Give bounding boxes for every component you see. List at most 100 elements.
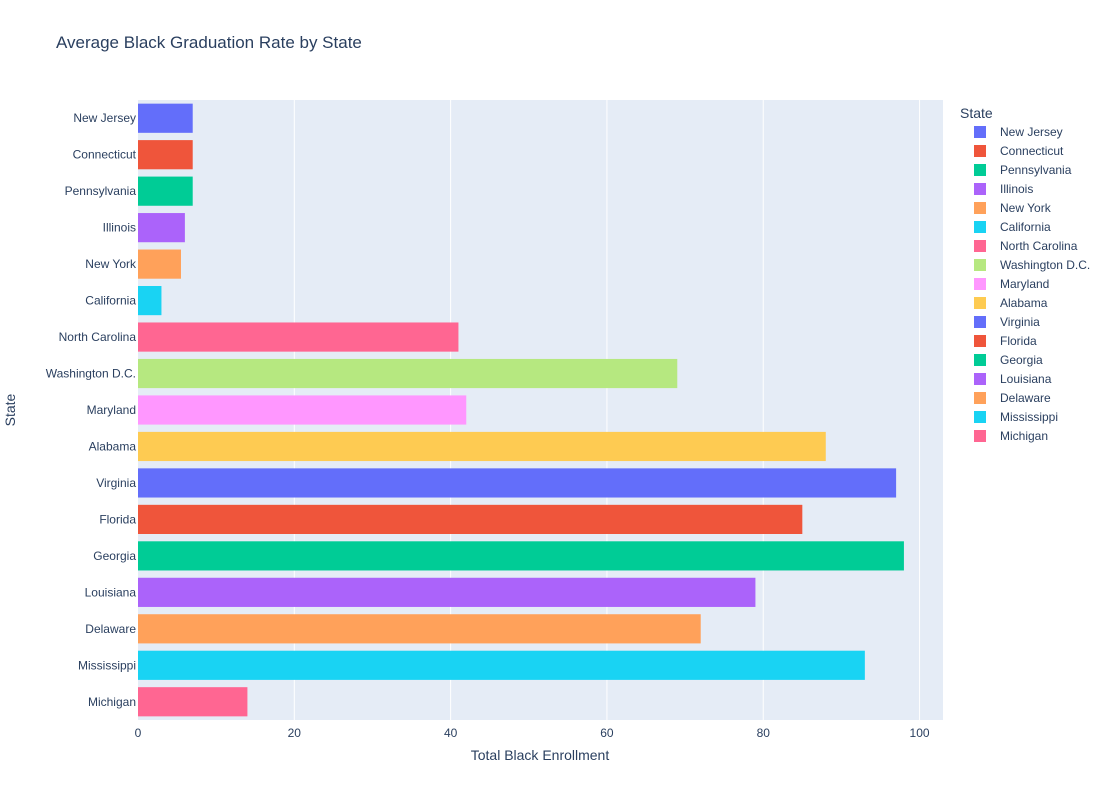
legend-item[interactable]: Connecticut — [974, 144, 1064, 158]
legend-label: Delaware — [1000, 391, 1051, 405]
y-tick-label: Michigan — [88, 695, 136, 709]
legend-label: Louisiana — [1000, 372, 1052, 386]
x-tick-label: 100 — [910, 726, 930, 740]
legend-item[interactable]: New York — [974, 201, 1052, 215]
bar[interactable] — [138, 286, 162, 316]
y-tick-label: Pennsylvania — [65, 184, 137, 198]
y-tick-label: New York — [85, 257, 137, 271]
legend-swatch — [974, 145, 986, 157]
legend-label: Michigan — [1000, 429, 1048, 443]
y-axis-title: State — [2, 393, 18, 426]
legend-swatch — [974, 126, 986, 138]
legend-label: New Jersey — [1000, 125, 1063, 139]
legend-item[interactable]: Mississippi — [974, 410, 1058, 424]
bar[interactable] — [138, 431, 826, 462]
legend-swatch — [974, 164, 986, 176]
legend-label: Virginia — [1000, 315, 1040, 329]
legend-label: Alabama — [1000, 296, 1048, 310]
bar[interactable] — [138, 322, 459, 352]
legend-label: Connecticut — [1000, 144, 1064, 158]
legend-item[interactable]: North Carolina — [974, 239, 1078, 253]
x-tick-label: 60 — [600, 726, 614, 740]
bars — [138, 103, 904, 717]
legend-swatch — [974, 354, 986, 366]
legend-label: New York — [1000, 201, 1052, 215]
bar[interactable] — [138, 541, 904, 571]
y-tick-label: Delaware — [85, 622, 136, 636]
y-tick-label: Connecticut — [73, 148, 137, 162]
legend-label: Pennsylvania — [1000, 163, 1072, 177]
legend-item[interactable]: Maryland — [974, 277, 1049, 291]
bar[interactable] — [138, 650, 865, 680]
y-tick-label: New Jersey — [73, 111, 136, 125]
legend-label: Mississippi — [1000, 410, 1058, 424]
x-tick-label: 40 — [444, 726, 458, 740]
legend-item[interactable]: Georgia — [974, 353, 1043, 367]
y-tick-label: California — [85, 294, 136, 308]
bar[interactable] — [138, 140, 193, 170]
x-tick-label: 80 — [757, 726, 771, 740]
y-tick-label: Georgia — [93, 549, 136, 563]
legend-item[interactable]: Florida — [974, 334, 1037, 348]
bar[interactable] — [138, 577, 756, 607]
legend-swatch — [974, 259, 986, 271]
x-tick-label: 20 — [288, 726, 302, 740]
legend-label: Illinois — [1000, 182, 1033, 196]
legend-swatch — [974, 202, 986, 214]
legend-item[interactable]: California — [974, 220, 1051, 234]
x-axis-ticks: 0 20 40 60 80 100 — [135, 726, 930, 740]
y-axis-ticks: New Jersey Connecticut Pennsylvania Illinoi… — [46, 111, 137, 709]
y-tick-label: Mississippi — [78, 658, 136, 672]
legend-label: North Carolina — [1000, 239, 1078, 253]
legend-swatch — [974, 335, 986, 347]
legend-item[interactable]: Virginia — [974, 315, 1040, 329]
y-tick-label: Washington D.C. — [46, 367, 136, 381]
legend-swatch — [974, 411, 986, 423]
legend-swatch — [974, 240, 986, 252]
legend-title: State — [960, 105, 993, 121]
legend-item[interactable]: Louisiana — [974, 372, 1052, 386]
legend-swatch — [974, 221, 986, 233]
legend-label: Washington D.C. — [1000, 258, 1090, 272]
legend-swatch — [974, 430, 986, 442]
bar[interactable] — [138, 614, 701, 644]
y-tick-label: Florida — [99, 512, 136, 526]
legend-item[interactable]: Washington D.C. — [974, 258, 1090, 272]
bar[interactable] — [138, 249, 181, 279]
bar[interactable] — [138, 468, 897, 498]
legend-label: Georgia — [1000, 353, 1043, 367]
y-tick-label: North Carolina — [59, 330, 137, 344]
legend-label: Maryland — [1000, 277, 1049, 291]
x-axis-title: Total Black Enrollment — [471, 747, 610, 763]
legend-swatch — [974, 316, 986, 328]
bar[interactable] — [138, 687, 248, 717]
bar[interactable] — [138, 213, 185, 243]
bar[interactable] — [138, 103, 193, 133]
y-tick-label: Maryland — [87, 403, 136, 417]
bar[interactable] — [138, 504, 803, 534]
legend[interactable]: State New Jersey Connecticut Pennsylvania I… — [960, 105, 1090, 443]
legend-item[interactable]: Pennsylvania — [974, 163, 1072, 177]
legend-item[interactable]: Alabama — [974, 296, 1048, 310]
legend-swatch — [974, 297, 986, 309]
bar[interactable] — [138, 358, 678, 389]
x-tick-label: 0 — [135, 726, 142, 740]
y-tick-label: Louisiana — [85, 585, 137, 599]
legend-label: Florida — [1000, 334, 1037, 348]
legend-item[interactable]: Michigan — [974, 429, 1048, 443]
legend-swatch — [974, 392, 986, 404]
legend-item[interactable]: Illinois — [974, 182, 1033, 196]
y-tick-label: Virginia — [96, 476, 136, 490]
y-tick-label: Alabama — [89, 439, 137, 453]
legend-label: California — [1000, 220, 1051, 234]
bar[interactable] — [138, 176, 193, 206]
legend-item[interactable]: Delaware — [974, 391, 1051, 405]
y-tick-label: Illinois — [103, 221, 136, 235]
legend-swatch — [974, 183, 986, 195]
legend-swatch — [974, 373, 986, 385]
chart-title: Average Black Graduation Rate by State — [56, 33, 362, 52]
bar[interactable] — [138, 395, 467, 425]
legend-item[interactable]: New Jersey — [974, 125, 1063, 139]
legend-swatch — [974, 278, 986, 290]
